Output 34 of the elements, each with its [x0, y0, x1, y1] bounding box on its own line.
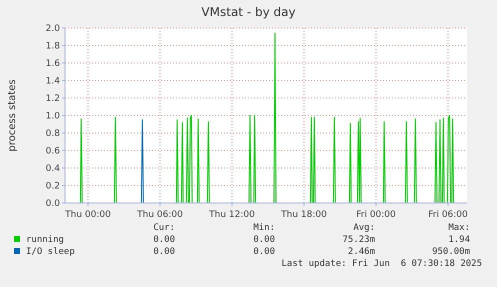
x-tick-label: Thu 06:00 [136, 210, 184, 220]
text: 950.00m [432, 247, 470, 257]
text: 0.00 [253, 235, 275, 245]
x-tick-label: Thu 18:00 [280, 210, 328, 220]
text: 1.94 [448, 235, 470, 245]
y-tick-label: 1.6 [46, 59, 60, 69]
y-tick-label: 1.0 [46, 112, 60, 122]
y-tick-label: 1.2 [46, 94, 60, 104]
text: Max: [448, 223, 470, 233]
text: Avg: [353, 223, 375, 233]
text: 0.00 [153, 235, 175, 245]
x-tick-label: Thu 12:00 [208, 210, 256, 220]
text: Last update: Fri Jun 6 07:30:18 2025 [282, 259, 482, 269]
y-tick-label: 0.0 [46, 199, 60, 209]
y-tick-label: 0.8 [46, 129, 60, 139]
x-tick-label: Fri 06:00 [428, 210, 468, 220]
y-tick-label: 0.6 [46, 146, 60, 156]
text: 0.00 [253, 247, 275, 257]
y-tick-label: 0.2 [46, 182, 60, 192]
text: 75.23m [342, 235, 375, 245]
y-tick-label: 0.4 [46, 164, 60, 174]
text: Cur: [153, 223, 175, 233]
y-tick-label: 1.8 [46, 42, 60, 52]
x-tick-label: Fri 00:00 [356, 210, 396, 220]
text: Min: [253, 223, 275, 233]
x-tick-label: Thu 00:00 [64, 210, 112, 220]
y-axis-title: process states [7, 79, 18, 152]
chart-title: VMstat - by day [201, 5, 296, 19]
y-tick-label: 2.0 [46, 24, 60, 34]
text: 0.00 [153, 247, 175, 257]
y-tick-label: 1.4 [46, 76, 60, 86]
text: 2.46m [348, 247, 375, 257]
legend-label: I/O sleep [26, 247, 75, 257]
legend-label: running [26, 235, 64, 245]
